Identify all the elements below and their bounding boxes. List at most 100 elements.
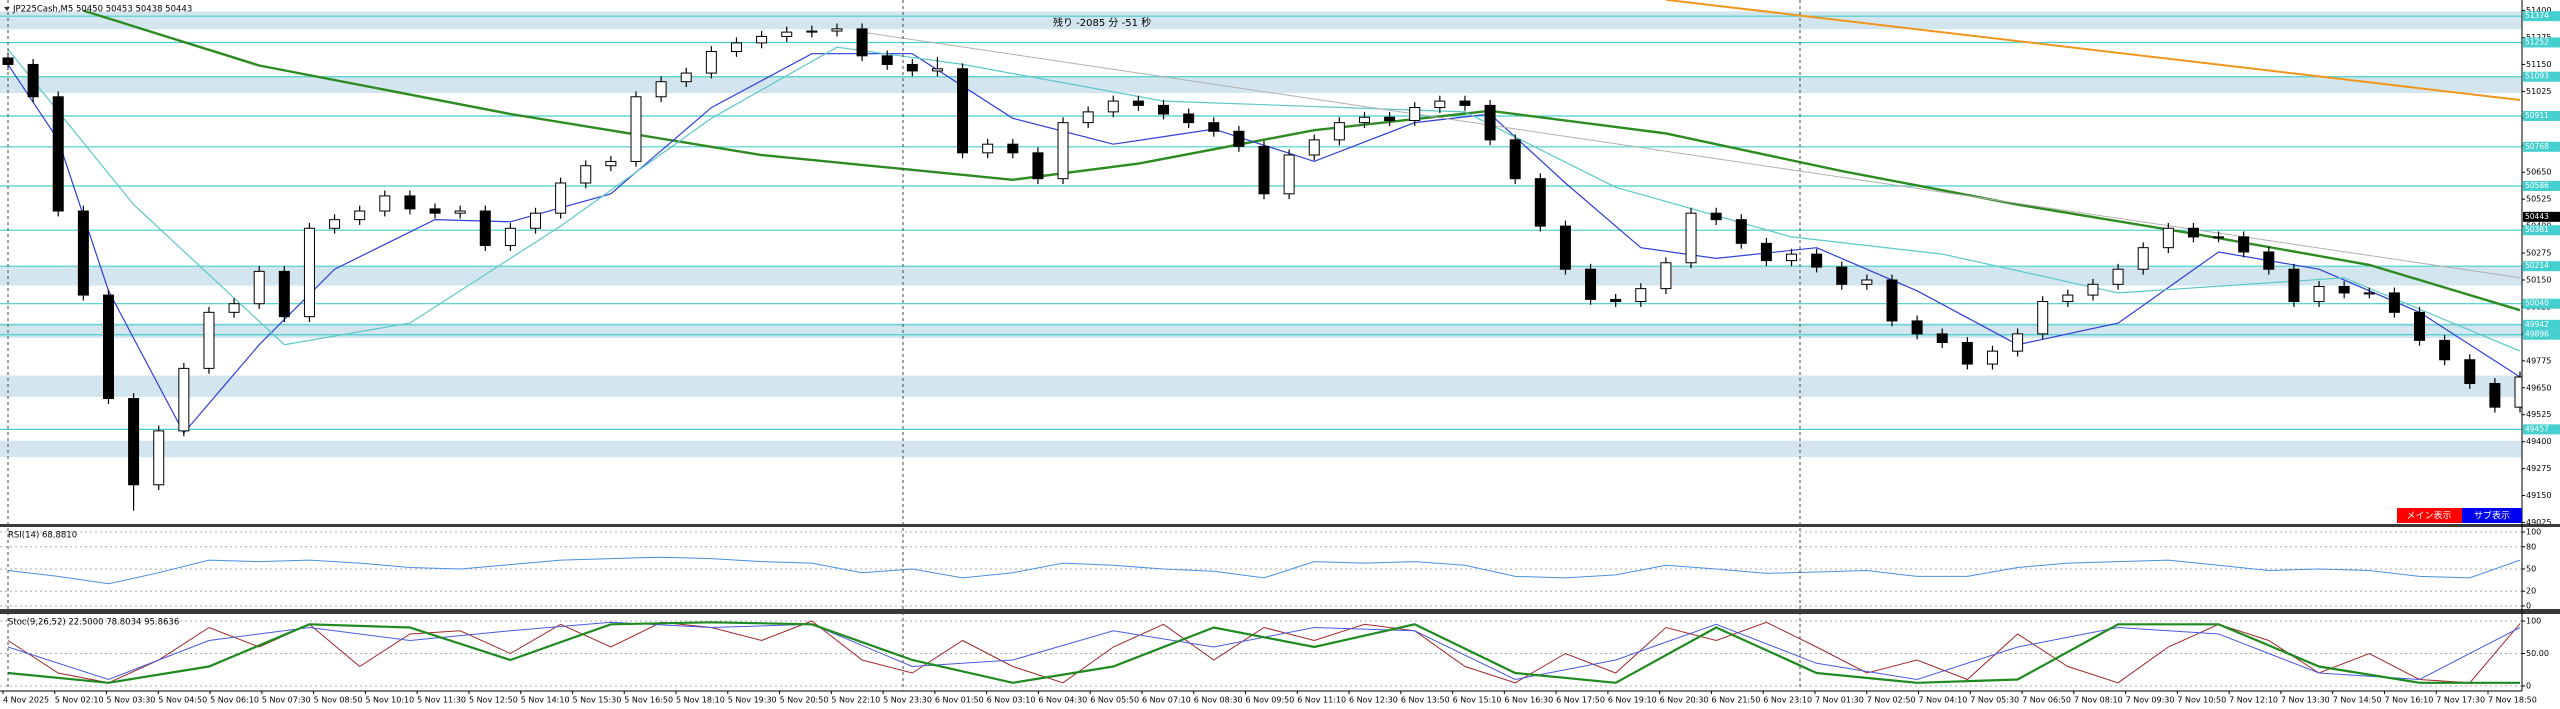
- x-tick-label: 6 Nov 04:30: [1038, 696, 1087, 705]
- x-tick-label: 5 Nov 11:30: [417, 696, 466, 705]
- candle-body: [1685, 212, 1697, 264]
- x-tick-label: 5 Nov 03:30: [107, 696, 156, 705]
- candle-body: [906, 63, 918, 72]
- candle-body: [831, 28, 843, 32]
- candle-body: [1811, 253, 1823, 268]
- panel: 4902549150492754940049525496504977549900…: [2, 6, 2560, 705]
- level-label: 50214: [2525, 261, 2549, 270]
- candle-body: [1534, 178, 1546, 227]
- candle-body: [1836, 266, 1848, 285]
- symbol-icon: [4, 7, 10, 11]
- candle-body: [128, 398, 140, 486]
- level-tag: [2523, 11, 2560, 22]
- x-tick-label: 5 Nov 22:10: [831, 696, 880, 705]
- label-layer: JP225Cash,M5 50450 50453 50438 50443 残り …: [4, 5, 2522, 628]
- level-label: 50768: [2525, 142, 2549, 151]
- candle-body: [705, 51, 717, 74]
- y-tick-label: 49400: [2526, 437, 2551, 446]
- level-label: 50040: [2525, 299, 2549, 308]
- candle-body: [1208, 122, 1220, 132]
- level-label: 50381: [2525, 225, 2549, 234]
- candle-body: [102, 294, 114, 400]
- panel: [7, 620, 2521, 684]
- candle-body: [479, 210, 491, 247]
- x-tick-label: 7 Nov 09:30: [2126, 696, 2175, 705]
- level-tag: [2523, 319, 2560, 330]
- candle-body: [605, 160, 617, 167]
- current-price-label: 50443: [2525, 212, 2549, 221]
- countdown-timer: 残り -2085 分 -51 秒: [1053, 16, 1151, 29]
- candle-body: [1886, 279, 1898, 322]
- candle-body: [1786, 253, 1798, 262]
- candle-body: [2162, 227, 2174, 249]
- y-tick-label: 80: [2526, 542, 2536, 551]
- x-tick-label: 7 Nov 08:10: [2074, 696, 2123, 705]
- candle-body: [1509, 139, 1521, 180]
- y-tick-label: 50275: [2526, 249, 2551, 258]
- x-tick-label: 5 Nov 04:50: [158, 696, 207, 705]
- sub-view-button[interactable]: サブ表示: [2462, 508, 2522, 523]
- x-tick-label: 7 Nov 13:30: [2281, 696, 2330, 705]
- candle-body: [2388, 292, 2400, 313]
- price-zone: [0, 323, 2522, 338]
- price-zone: [0, 11, 2522, 30]
- candle-body: [2238, 236, 2250, 253]
- candle-body: [1484, 104, 1496, 141]
- candle-body: [1861, 279, 1873, 285]
- level-tag: [2523, 181, 2560, 192]
- y-tick-label: 0: [2526, 682, 2531, 691]
- button-label[interactable]: メイン表示: [2406, 510, 2451, 522]
- x-tick-label: 5 Nov 08:50: [314, 696, 363, 705]
- x-tick-label: 5 Nov 07:30: [262, 696, 311, 705]
- candle-body: [1057, 122, 1069, 180]
- candle-body: [1358, 116, 1370, 124]
- candle-body: [404, 195, 416, 210]
- candle-body: [982, 143, 994, 154]
- button-bg[interactable]: [2462, 508, 2522, 523]
- candle-body: [1735, 219, 1747, 244]
- x-tick-label: 7 Nov 14:50: [2333, 696, 2382, 705]
- y-tick-label: 100: [2526, 617, 2541, 626]
- rsi-title: RSI(14) 68.8810: [8, 531, 77, 541]
- candle-body: [1082, 111, 1094, 124]
- x-tick-label: 5 Nov 14:10: [521, 696, 570, 705]
- main-view-button[interactable]: メイン表示: [2397, 508, 2462, 523]
- level-label: 49942: [2525, 320, 2549, 329]
- y-tick-label: 50: [2526, 565, 2536, 574]
- candle-body: [2137, 247, 2149, 270]
- candle-body: [52, 96, 64, 212]
- level-tag: [2523, 37, 2560, 48]
- y-tick-label: 50525: [2526, 195, 2551, 204]
- level-label: 50911: [2525, 111, 2549, 120]
- candle-body: [329, 219, 341, 229]
- candle-body: [253, 270, 265, 305]
- candle-body: [429, 208, 441, 214]
- candle-body: [1986, 350, 1998, 365]
- y-tick-label: 0: [2526, 602, 2531, 611]
- x-tick-label: 5 Nov 10:10: [365, 696, 414, 705]
- level-tag: [2523, 298, 2560, 309]
- backdrop-layer: [0, 11, 2522, 687]
- x-tick-label: 5 Nov 16:50: [624, 696, 673, 705]
- level-tag: [2523, 71, 2560, 82]
- button-label[interactable]: サブ表示: [2474, 510, 2510, 522]
- candle-body: [1283, 154, 1295, 195]
- candle-body: [77, 210, 89, 296]
- button-bg[interactable]: [2397, 508, 2462, 523]
- candle-body: [630, 96, 642, 162]
- candle-body: [153, 430, 165, 486]
- candle-body: [1032, 152, 1044, 180]
- candle-body: [555, 182, 567, 214]
- candle-body: [2338, 285, 2350, 294]
- candle-body: [1107, 100, 1119, 113]
- x-tick-label: 7 Nov 16:10: [2384, 696, 2433, 705]
- x-tick-label: 5 Nov 02:10: [55, 696, 104, 705]
- candle-body: [1258, 145, 1270, 195]
- x-tick-label: 6 Nov 11:10: [1297, 696, 1346, 705]
- candle-body: [1308, 139, 1320, 156]
- chart-header: JP225Cash,M5 50450 50453 50438 50443: [12, 5, 192, 15]
- candle-body: [931, 68, 943, 72]
- x-tick-label: 5 Nov 19:30: [728, 696, 777, 705]
